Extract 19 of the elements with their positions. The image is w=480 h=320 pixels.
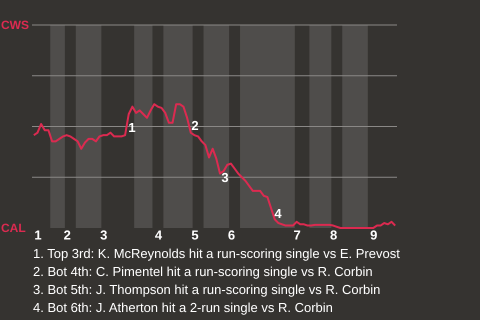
text: 1. Top 3rd: K. McReynolds hit a run-scoring single vs E. Prevost — [33, 246, 400, 261]
text: 3. Bot 5th: J. Thompson hit a run-scoring single vs R. Corbin — [33, 282, 380, 297]
annotation: 3 — [221, 170, 229, 185]
x-tick-label: 6 — [228, 228, 236, 242]
text: CAL — [1, 221, 26, 235]
x-tick-label: 8 — [330, 228, 338, 242]
text: CWS — [1, 18, 29, 32]
x-tick-label: 9 — [370, 228, 378, 242]
x-tick-label: 5 — [191, 228, 199, 242]
x-tick-label: 2 — [64, 228, 71, 242]
annotation: 4 — [274, 206, 282, 221]
x-tick-label: 1 — [34, 228, 42, 242]
text: 2. Bot 4th: C. Pimentel hit a run-scoring single vs R. Corbin — [33, 264, 373, 279]
x-tick-label: 4 — [154, 228, 163, 242]
text: 4. Bot 6th: J. Atherton hit a 2-run single vs R. Corbin — [33, 300, 333, 315]
annotation: 2 — [191, 118, 199, 133]
annotation: 1 — [128, 120, 136, 135]
x-tick-label: 7 — [294, 228, 301, 242]
x-tick-label: 3 — [100, 228, 108, 242]
